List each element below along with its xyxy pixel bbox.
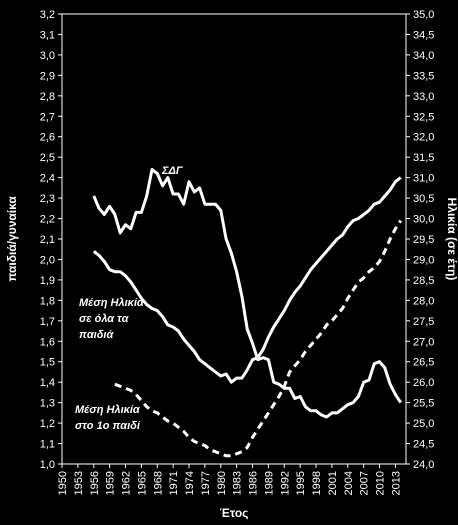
right-tick-label: 33,5 [413, 70, 434, 82]
annotation-mean-all: Μέση Ηλικία [79, 297, 145, 309]
annotation-mean-first: Μέση Ηλικία [75, 404, 141, 416]
right-tick-label: 29,5 [413, 234, 434, 246]
x-tick-label: 2001 [327, 471, 339, 495]
left-tick-label: 2,9 [40, 70, 55, 82]
left-tick-label: 2,5 [40, 152, 55, 164]
x-tick-label: 1965 [136, 471, 148, 495]
left-tick-label: 1,5 [40, 357, 55, 369]
right-tick-label: 32,0 [413, 132, 434, 144]
series-line-3 [114, 219, 402, 458]
left-tick-label: 3,1 [40, 29, 55, 41]
right-tick-label: 25,0 [413, 418, 434, 430]
left-tick-label: 1,8 [40, 295, 55, 307]
x-tick-label: 1986 [248, 471, 260, 495]
x-axis-title: Έτος [220, 506, 249, 520]
annotation-tfr: ΣΔΓ [161, 165, 184, 177]
x-tick-label: 1992 [279, 471, 291, 495]
x-tick-label: 1998 [311, 471, 323, 495]
right-tick-label: 34,5 [413, 29, 434, 41]
x-axis-ticks: 1950 1953 1956 1959 1962 1965 1968 1971 1974 1977… [57, 464, 402, 495]
right-tick-label: 28,0 [413, 295, 434, 307]
x-tick-label: 1980 [216, 471, 228, 495]
left-tick-label: 2,1 [40, 234, 55, 246]
y-axis-right-title: Ηλικία (σε έτη) [445, 198, 458, 281]
left-tick-label: 1,4 [40, 377, 55, 389]
right-tick-label: 32,5 [413, 111, 434, 123]
plot-area [61, 13, 407, 465]
x-tick-label: 1962 [121, 471, 133, 495]
left-tick-label: 2,2 [40, 214, 55, 226]
right-tick-label: 28,5 [413, 275, 434, 287]
left-tick-label: 1,6 [40, 336, 55, 348]
x-tick-label: 2013 [390, 471, 402, 495]
left-tick-label: 1,1 [40, 439, 55, 451]
x-tick-label: 1977 [200, 471, 212, 495]
left-axis-ticks: 1,0 1,1 1,2 1,3 1,4 1,5 1,6 1,7 1,8 1,9 2,0 2,1 2,2 2… [40, 9, 62, 471]
right-tick-label: 24,0 [413, 459, 434, 471]
right-tick-label: 25,5 [413, 398, 434, 410]
left-tick-label: 3,0 [40, 50, 55, 62]
right-tick-label: 35,0 [413, 9, 434, 21]
annotation-mean-all: παιδιά [79, 329, 114, 341]
left-tick-label: 1,2 [40, 418, 55, 430]
right-tick-label: 34,0 [413, 50, 434, 62]
right-tick-label: 29,0 [413, 254, 434, 266]
right-tick-label: 24,5 [413, 439, 434, 451]
annotation-mean-all: σε όλα τα [79, 313, 130, 325]
x-tick-label: 1953 [73, 471, 85, 495]
x-tick-label: 1989 [263, 471, 275, 495]
x-tick-label: 1971 [168, 471, 180, 495]
right-tick-label: 26,0 [413, 377, 434, 389]
x-tick-label: 1959 [105, 471, 117, 495]
x-tick-label: 1974 [184, 471, 196, 495]
right-tick-label: 31,0 [413, 173, 434, 185]
annotations: ΣΔΓ Μέση Ηλικία σε όλα τα παιδιά Μέση Ηλικία… [75, 165, 184, 432]
right-tick-label: 27,5 [413, 316, 434, 328]
left-tick-label: 1,9 [40, 275, 55, 287]
left-tick-label: 2,7 [40, 111, 55, 123]
right-tick-label: 26,5 [413, 357, 434, 369]
x-tick-label: 1983 [232, 471, 244, 495]
left-tick-label: 2,4 [40, 173, 55, 185]
x-tick-label: 1968 [152, 471, 164, 495]
right-tick-label: 30,0 [413, 214, 434, 226]
x-tick-label: 2007 [359, 471, 371, 495]
x-tick-label: 2010 [375, 471, 387, 495]
left-tick-label: 2,0 [40, 254, 55, 266]
right-tick-label: 31,5 [413, 152, 434, 164]
left-tick-label: 1,7 [40, 316, 55, 328]
x-tick-label: 1995 [295, 471, 307, 495]
left-tick-label: 2,3 [40, 193, 55, 205]
right-axis-ticks: 24,0 24,5 25,0 25,5 26,0 26,5 27,0 27,5 28,0 28,5… [406, 9, 434, 471]
right-tick-label: 33,0 [413, 91, 434, 103]
right-tick-label: 30,5 [413, 193, 434, 205]
series-line-1 [92, 168, 402, 419]
left-tick-label: 2,8 [40, 91, 55, 103]
x-tick-label: 1950 [57, 471, 69, 495]
x-tick-label: 2004 [343, 471, 355, 495]
left-tick-label: 1,3 [40, 398, 55, 410]
y-axis-left-title: παιδιά/γυναίκα [5, 196, 19, 282]
x-tick-label: 1956 [89, 471, 101, 495]
right-tick-label: 27,0 [413, 336, 434, 348]
left-tick-label: 3,2 [40, 9, 55, 21]
series-line-2 [92, 176, 402, 384]
left-tick-label: 2,6 [40, 132, 55, 144]
series-layer [92, 168, 402, 458]
annotation-mean-first: στο 1ο παιδί [75, 420, 141, 432]
left-tick-label: 1,0 [40, 459, 55, 471]
